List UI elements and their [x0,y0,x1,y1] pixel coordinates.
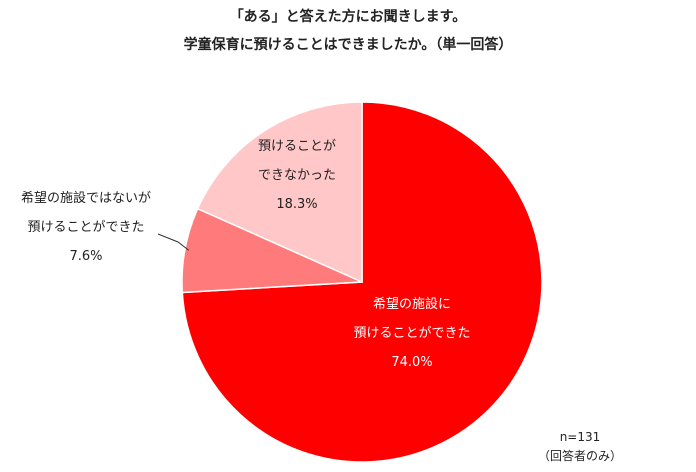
slice-category-label-2: 預けることができた [27,220,144,235]
slice-category-label-1: 希望の施設に [373,296,451,312]
chart-subtitle: 学童保育に預けることはできましたか。（単一回答） [183,37,513,53]
slice-value-label-1: 74.0% [391,355,432,370]
leader-line-2 [157,233,190,251]
sample-size-label: n=131 [559,430,601,444]
sample-size-note: （回答者のみ） [537,449,622,463]
pie-slice-3 [196,101,363,284]
chart-title: 「ある」と答えた方にお聞きします。 [229,9,467,25]
slice-value-label-3: 18.3% [276,197,317,212]
slice-category-label-2: 希望の施設ではないが [21,190,151,206]
slice-category-label-1: 預けることができた [353,326,470,341]
slice-category-label-3: できなかった [258,168,336,183]
slice-value-label-2: 7.6% [69,249,102,264]
slice-category-label-3: 預けることが [258,139,336,154]
